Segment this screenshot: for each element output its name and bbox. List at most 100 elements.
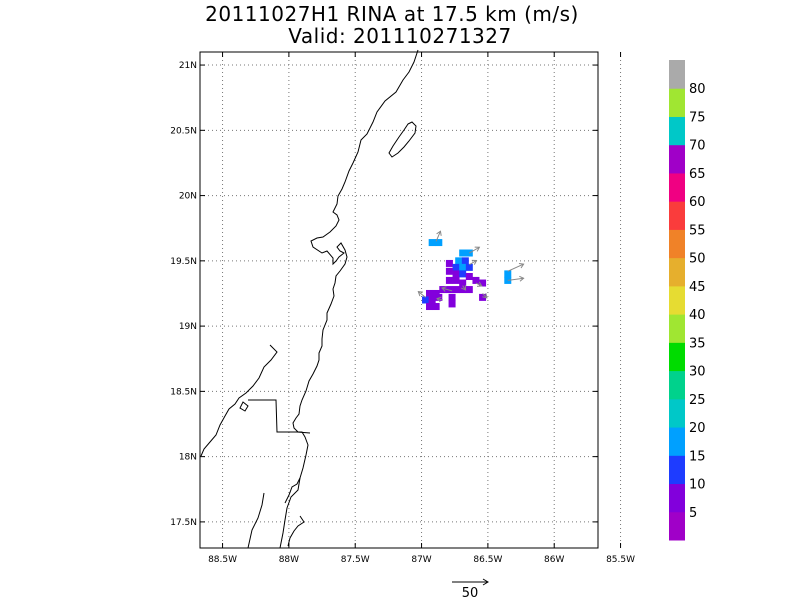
wind-vector-head: [441, 286, 447, 292]
x-tick-label: 88W: [279, 555, 299, 565]
wind-cell: [465, 263, 473, 271]
y-tick-label: 20.5N: [170, 126, 197, 136]
wind-vector-shaft: [469, 260, 477, 266]
colorbar-segment: [669, 342, 685, 372]
chetumal-bay: [239, 401, 249, 412]
colorbar-label: 60: [689, 195, 706, 210]
chart-title: 20111027H1 RINA at 17.5 km (m/s): [205, 2, 579, 26]
colorbar-label: 70: [689, 139, 706, 154]
wind-vector-shaft: [482, 293, 488, 299]
colorbar-segment: [669, 455, 685, 485]
colorbar-label: 80: [689, 82, 706, 97]
x-tick-label: 87W: [411, 555, 431, 565]
wind-vector: [469, 259, 478, 266]
colorbar-label: 65: [689, 167, 706, 182]
y-tick-label: 21N: [179, 61, 197, 71]
wind-cells: [422, 239, 512, 311]
wind-cell: [426, 303, 434, 311]
wind-cell: [452, 276, 460, 284]
coastline-segment: [296, 431, 311, 434]
wind-vector-shaft: [418, 291, 426, 298]
wind-vector: [436, 296, 443, 303]
wind-cell: [452, 263, 460, 271]
coastline: [200, 49, 419, 549]
wind-cell: [504, 270, 512, 278]
x-tick-label: 86W: [544, 555, 564, 565]
chart-subtitle: Valid: 201110271327: [288, 24, 512, 48]
wind-cell: [445, 286, 453, 294]
reference-arrow-head: [482, 578, 489, 586]
x-tick-label: 86.5W: [473, 555, 502, 565]
colorbar-segment: [669, 116, 685, 146]
wind-vector: [435, 230, 442, 242]
wind-cell: [459, 286, 467, 294]
wind-cell: [445, 267, 453, 275]
x-tick-label: 87.5W: [341, 555, 370, 565]
wind-vector-head: [417, 291, 424, 297]
wind-vector-head: [474, 246, 481, 252]
wind-cell: [432, 303, 440, 311]
colorbar-segment: [669, 229, 685, 259]
colorbar-segment: [669, 314, 685, 343]
colorbar-label: 45: [689, 280, 706, 295]
wind-cell: [422, 296, 430, 304]
colorbar-segment: [669, 285, 685, 315]
wind-cell: [445, 259, 453, 267]
wind-vector-shaft: [507, 277, 524, 281]
wind-vector-head: [436, 230, 442, 236]
x-tick-label: 88.5W: [208, 555, 237, 565]
wind-vector-head: [476, 281, 483, 287]
colorbar-label: 40: [689, 308, 706, 323]
wind-vector-shaft: [436, 298, 443, 301]
colorbar-segment: [669, 257, 685, 287]
colorbar-label: 25: [689, 393, 706, 408]
y-tick-label: 18N: [179, 453, 197, 463]
y-tick-label: 18.5N: [170, 387, 197, 397]
border-line: [248, 399, 297, 433]
wind-vector-head: [519, 275, 525, 282]
belize-chetumal-coast: [200, 344, 278, 457]
colorbar-segment: [669, 483, 685, 513]
x-axis: 88.5W 88W 87.5W 87W 86.5W 86W 85.5W: [208, 52, 635, 565]
wind-vectors: [417, 230, 525, 303]
wind-cell: [445, 276, 453, 284]
colorbar-segment: [669, 511, 685, 541]
y-tick-label: 19N: [179, 322, 197, 332]
wind-vector-head: [518, 262, 525, 269]
coast-south: [287, 515, 305, 547]
wind-cell: [426, 289, 434, 297]
cozumel-island: [388, 121, 417, 158]
wind-cell: [455, 257, 463, 265]
wind-vector-shaft: [475, 282, 482, 287]
wind-cell: [459, 279, 467, 287]
wind-cell: [479, 279, 487, 287]
colorbar-label: 5: [689, 506, 697, 521]
wind-vector-shaft: [507, 263, 524, 272]
wind-vector: [417, 291, 426, 298]
wind-vector-shaft: [441, 287, 453, 292]
colorbar-segment: [669, 427, 685, 456]
reference-vector: 50: [452, 578, 489, 600]
colorbar-label: 75: [689, 110, 706, 125]
colorbar-segment: [669, 60, 685, 89]
wind-vector-head: [461, 285, 467, 291]
grid-lines: [200, 52, 622, 548]
colorbar-segment: [669, 88, 685, 117]
wind-vector: [441, 286, 453, 292]
x-tick-label: 85.5W: [606, 555, 635, 565]
colorbar-segment: [669, 201, 685, 230]
wind-cell: [428, 239, 436, 247]
wind-vector: [507, 262, 525, 272]
wind-cell: [459, 249, 467, 257]
wind-cell: [472, 276, 480, 284]
wind-vector: [469, 246, 481, 254]
wind-cell: [479, 293, 487, 301]
colorbar-label: 20: [689, 421, 706, 436]
wind-vector: [482, 293, 488, 299]
plot-frame: [199, 51, 599, 549]
wind-vector-shaft: [435, 230, 441, 242]
colorbar: 5 10 15 20 25 30 35 40 45 50 55 60 65 70 75 80: [669, 60, 706, 541]
colorbar-label: 30: [689, 365, 706, 380]
colorbar-segment: [669, 172, 685, 202]
